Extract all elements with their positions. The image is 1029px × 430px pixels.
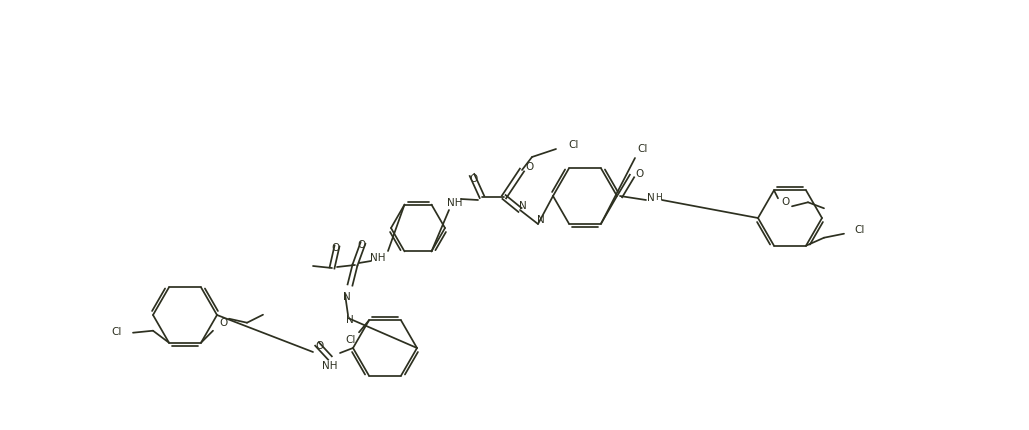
Text: O: O [782, 197, 790, 207]
Text: O: O [636, 169, 644, 179]
Text: O: O [470, 174, 478, 184]
Text: NH: NH [322, 361, 338, 371]
Text: O: O [332, 243, 341, 253]
Text: N: N [519, 201, 527, 211]
Text: O: O [219, 318, 227, 328]
Text: Cl: Cl [638, 144, 648, 154]
Text: O: O [357, 240, 365, 250]
Text: Cl: Cl [569, 140, 579, 150]
Text: Cl: Cl [346, 335, 356, 345]
Text: H: H [654, 194, 662, 203]
Text: O: O [316, 341, 324, 351]
Text: Cl: Cl [112, 327, 122, 337]
Text: NH: NH [448, 198, 463, 208]
Text: O: O [526, 162, 534, 172]
Text: NH: NH [370, 253, 386, 263]
Text: N: N [537, 215, 545, 225]
Text: N: N [343, 292, 351, 302]
Text: N: N [346, 315, 354, 325]
Text: Cl: Cl [855, 225, 865, 235]
Text: N: N [647, 193, 654, 203]
